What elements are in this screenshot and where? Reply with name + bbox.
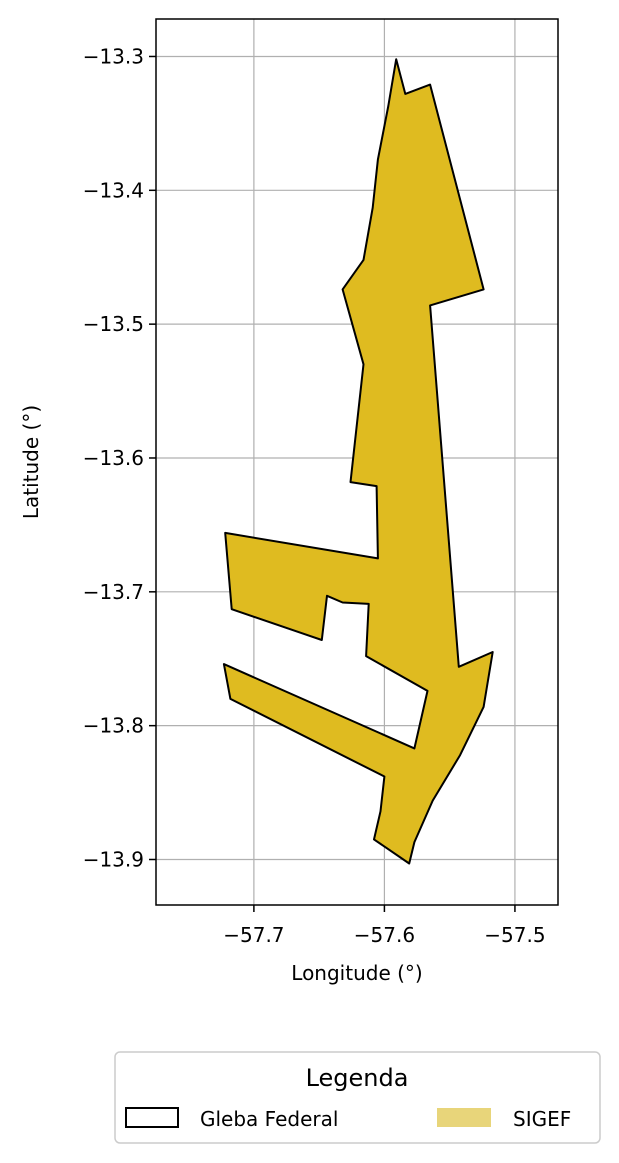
y-axis-ticks: −13.3 −13.4 −13.5 −13.6 −13.7 −13.8 −13.9 bbox=[83, 44, 156, 871]
y-tick-label-3: −13.6 bbox=[83, 446, 144, 470]
sigef-layer bbox=[222, 58, 494, 865]
legend-label-gleba-federal: Gleba Federal bbox=[200, 1107, 338, 1131]
y-tick-label-0: −13.3 bbox=[83, 44, 144, 68]
y-tick-label-4: −13.7 bbox=[83, 580, 144, 604]
legend-swatch-sigef bbox=[437, 1108, 491, 1127]
sigef-polygon bbox=[222, 58, 494, 865]
legend-swatch-gleba-federal bbox=[125, 1107, 179, 1128]
x-axis-ticks: −57.7 −57.6 −57.5 bbox=[223, 905, 546, 947]
y-tick-label-1: −13.4 bbox=[83, 178, 144, 202]
legend-title: Legenda bbox=[306, 1064, 409, 1092]
y-tick-label-2: −13.5 bbox=[83, 312, 144, 336]
x-tick-label-0: −57.7 bbox=[223, 923, 284, 947]
legend-label-sigef: SIGEF bbox=[513, 1107, 571, 1131]
y-axis-label: Latitude (°) bbox=[19, 405, 43, 519]
y-tick-label-6: −13.9 bbox=[83, 847, 144, 871]
y-tick-label-5: −13.8 bbox=[83, 714, 144, 738]
x-axis-label: Longitude (°) bbox=[291, 961, 422, 985]
plot-frame bbox=[155, 18, 559, 906]
legend: Legenda Gleba Federal SIGEF bbox=[114, 1051, 601, 1144]
x-tick-label-1: −57.6 bbox=[354, 923, 415, 947]
x-tick-label-2: −57.5 bbox=[484, 923, 545, 947]
